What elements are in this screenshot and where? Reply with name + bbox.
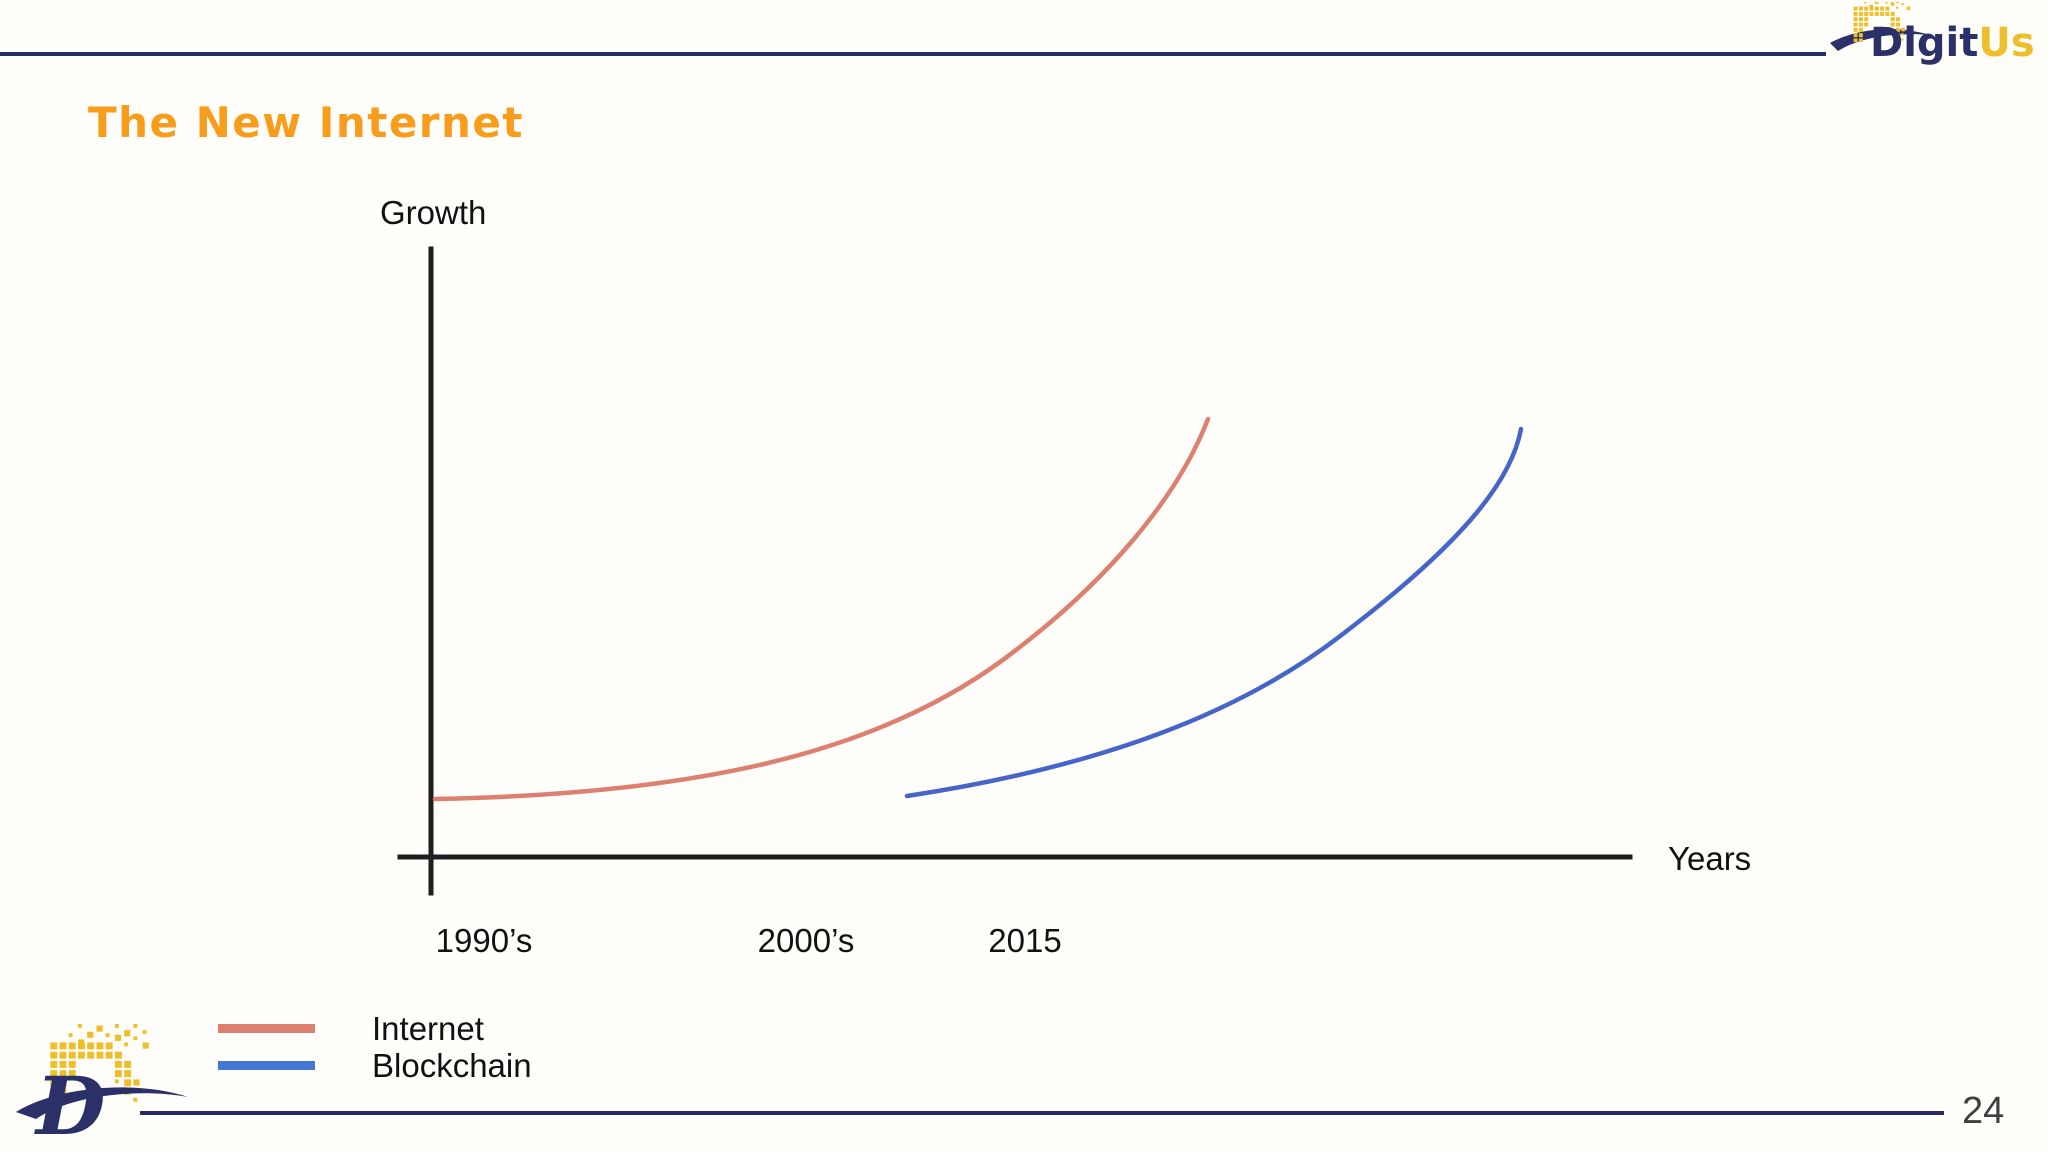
blockchain-curve bbox=[904, 426, 1524, 799]
internet-curve bbox=[432, 416, 1211, 802]
page-title: The New Internet bbox=[88, 98, 524, 147]
blockchain-legend-label: Blockchain bbox=[372, 1047, 532, 1084]
digitus-swoosh bbox=[16, 1087, 188, 1119]
y-axis-label: Growth bbox=[380, 194, 487, 231]
x-axis-label: Years bbox=[1668, 840, 1752, 877]
x-tick-2015: 2015 bbox=[988, 922, 1062, 959]
digitus-logo-text: DigitUs bbox=[1870, 20, 2035, 66]
internet-legend-line bbox=[218, 1024, 315, 1033]
top-divider-line bbox=[0, 52, 1826, 56]
blockchain-legend-swatch bbox=[218, 1061, 315, 1070]
page-number: 24 bbox=[1962, 1090, 2005, 1132]
internet-legend-label: Internet bbox=[372, 1010, 484, 1047]
logo-text-us: Us bbox=[1978, 20, 2034, 66]
blockchain-legend-line bbox=[218, 1061, 315, 1070]
digitus-logo: DigitUs bbox=[1830, 2, 2035, 66]
bottom-divider-line bbox=[140, 1111, 1944, 1115]
internet-legend-swatch bbox=[218, 1024, 315, 1033]
digitus-logo-mark: D bbox=[16, 1024, 188, 1138]
logo-text-digit: Digit bbox=[1870, 20, 1978, 66]
x-tick-2000s: 2000’s bbox=[757, 922, 855, 959]
x-tick-1990s: 1990’s bbox=[435, 922, 533, 959]
